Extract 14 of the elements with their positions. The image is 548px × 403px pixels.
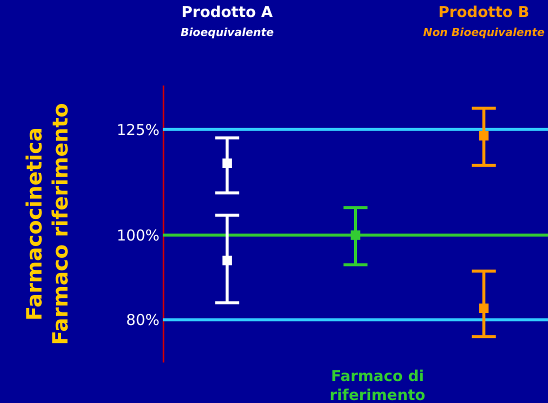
point bbox=[222, 256, 232, 266]
y-tick-label: 80% bbox=[126, 311, 160, 330]
text: Farmaco di riferimento bbox=[330, 367, 426, 403]
text: Non Bioequivalente bbox=[423, 26, 546, 39]
y-tick-label: 100% bbox=[116, 226, 160, 245]
text: Bioequivalente bbox=[180, 26, 274, 39]
point bbox=[222, 158, 232, 168]
text: Prodotto B bbox=[438, 3, 530, 21]
point bbox=[350, 230, 360, 240]
point bbox=[479, 304, 489, 314]
text: Prodotto A bbox=[182, 3, 274, 21]
point bbox=[479, 131, 489, 140]
y-tick-label: 125% bbox=[116, 120, 160, 139]
y-axis-title: Farmacocinetica Farmaco riferimento bbox=[22, 103, 73, 345]
